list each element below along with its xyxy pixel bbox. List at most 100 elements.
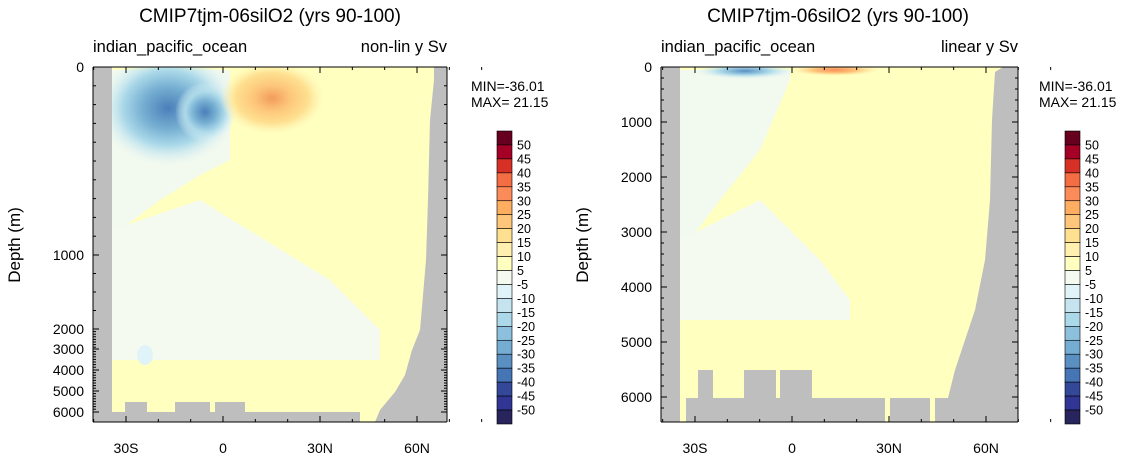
plot-area-right bbox=[661, 67, 1018, 422]
colorbar-swatch bbox=[496, 395, 513, 411]
colorbar-label: 45 bbox=[1085, 152, 1099, 166]
y-tick-label: 1000 bbox=[621, 114, 652, 130]
colorbar-swatch bbox=[1064, 242, 1081, 257]
y-tick-label: 3000 bbox=[621, 224, 652, 240]
land-east-right bbox=[948, 67, 1018, 398]
y-tick-label: 6000 bbox=[53, 404, 84, 420]
colorbar-label: -35 bbox=[517, 362, 535, 376]
y-tick-label: 0 bbox=[644, 59, 652, 75]
min-text-right: MIN=-36.01 bbox=[1039, 78, 1113, 94]
colorbar-label: -20 bbox=[1085, 320, 1103, 334]
colorbar-label: -25 bbox=[517, 334, 535, 348]
negative-cell-core-left bbox=[175, 82, 235, 142]
colorbar-label: 45 bbox=[517, 152, 531, 166]
colorbar-label: -50 bbox=[1085, 404, 1103, 418]
seafloor-left bbox=[112, 402, 360, 422]
colorbar-label: -5 bbox=[1085, 278, 1096, 292]
positive-cell-right bbox=[790, 67, 880, 76]
y-tick-label: 2000 bbox=[621, 169, 652, 185]
colorbar-swatch bbox=[1064, 270, 1081, 285]
colorbar-swatch bbox=[496, 284, 513, 299]
x-tick-label: 30S bbox=[683, 440, 708, 456]
panel-right: CMIP7tjm-06silO2 (yrs 90-100) indian_pac… bbox=[573, 6, 1117, 456]
colorbar-label: 35 bbox=[1085, 180, 1099, 194]
colorbar-label: -40 bbox=[517, 376, 535, 390]
colorbar-swatch bbox=[1064, 214, 1081, 229]
colorbar-swatch bbox=[496, 144, 513, 160]
colorbar-label: -10 bbox=[1085, 292, 1103, 306]
wash-negative-upper-right bbox=[680, 70, 790, 260]
y-axis-label-right: Depth (m) bbox=[573, 207, 592, 283]
colorbar-swatch bbox=[1064, 381, 1081, 397]
y-axis-left: 0 1000 2000 3000 4000 5000 6000 Depth (m… bbox=[5, 59, 448, 423]
colorbar-swatch bbox=[1064, 172, 1081, 188]
colorbar-swatch bbox=[1064, 298, 1081, 313]
colorbar-swatch bbox=[496, 256, 513, 271]
negative-blob-deep-left bbox=[137, 345, 153, 365]
colorbar-swatch bbox=[496, 326, 513, 341]
panel-left: CMIP7tjm-06silO2 (yrs 90-100) indian_pac… bbox=[5, 6, 549, 456]
y-tick-label: 4000 bbox=[621, 279, 652, 295]
colorbar-label: -50 bbox=[517, 404, 535, 418]
colorbar-swatch bbox=[1064, 200, 1081, 216]
colorbar-label: 20 bbox=[1085, 222, 1099, 236]
y-tick-label: 3000 bbox=[53, 341, 84, 357]
colorbar-label: -5 bbox=[517, 278, 528, 292]
colorbar-right: 5045403530252015105-5-10-15-20-25-30-35-… bbox=[1064, 130, 1103, 425]
y-tick-label: 6000 bbox=[621, 389, 652, 405]
colorbar-label: -25 bbox=[1085, 334, 1103, 348]
colorbar-label: 50 bbox=[517, 138, 531, 152]
colorbar-label: -15 bbox=[517, 306, 535, 320]
colorbar-swatch bbox=[496, 242, 513, 257]
colorbar-swatch bbox=[496, 172, 513, 188]
x-axis-left: 30S 0 30N 60N bbox=[93, 67, 483, 456]
colorbar-left: 5045403530252015105-5-10-15-20-25-30-35-… bbox=[496, 130, 535, 425]
colorbar-swatch bbox=[1064, 312, 1081, 327]
colorbar-label: -45 bbox=[517, 390, 535, 404]
colorbar-label: 15 bbox=[517, 236, 531, 250]
colorbar-swatch bbox=[496, 381, 513, 397]
x-tick-label: 0 bbox=[219, 440, 227, 456]
colorbar-swatch bbox=[1064, 228, 1081, 243]
colorbar-label: -30 bbox=[1085, 348, 1103, 362]
x-tick-label: 0 bbox=[788, 440, 796, 456]
colorbar-label: -15 bbox=[1085, 306, 1103, 320]
colorbar-swatch bbox=[1064, 339, 1081, 355]
colorbar-swatch bbox=[1064, 395, 1081, 411]
colorbar-swatch bbox=[496, 214, 513, 229]
colorbar-label: -35 bbox=[1085, 362, 1103, 376]
wash-negative-deep-left bbox=[112, 200, 380, 360]
colorbar-swatch bbox=[496, 158, 513, 174]
wash-negative-deep-right bbox=[680, 200, 850, 320]
colorbar-swatch bbox=[496, 130, 513, 146]
colorbar-label: 30 bbox=[1085, 194, 1099, 208]
colorbar-swatch bbox=[496, 186, 513, 202]
colorbar-swatch bbox=[1064, 353, 1081, 369]
colorbar-swatch bbox=[496, 312, 513, 327]
colorbar-swatch bbox=[1064, 130, 1081, 146]
colorbar-label: 5 bbox=[517, 264, 524, 278]
colorbar-label: 25 bbox=[517, 208, 531, 222]
colorbar-label: 25 bbox=[1085, 208, 1099, 222]
y-axis-label-left: Depth (m) bbox=[5, 207, 24, 283]
colorbar-label: 20 bbox=[517, 222, 531, 236]
negative-cell-right bbox=[695, 67, 795, 79]
x-tick-label: 30N bbox=[876, 440, 902, 456]
x-tick-label: 60N bbox=[404, 440, 430, 456]
colorbar-label: -30 bbox=[517, 348, 535, 362]
colorbar-swatch bbox=[1064, 144, 1081, 160]
colorbar-label: 10 bbox=[1085, 250, 1099, 264]
max-text-left: MAX= 21.15 bbox=[471, 94, 549, 110]
land-west-right bbox=[661, 67, 680, 422]
land-west-left bbox=[93, 67, 112, 422]
region-label-left: indian_pacific_ocean bbox=[93, 38, 247, 56]
y-tick-label: 5000 bbox=[53, 383, 84, 399]
scale-label-right: linear y Sv bbox=[941, 38, 1019, 56]
colorbar-swatch bbox=[1064, 409, 1081, 425]
colorbar-label: 15 bbox=[1085, 236, 1099, 250]
land-east-left bbox=[375, 67, 447, 422]
colorbar-swatch bbox=[496, 270, 513, 285]
colorbar-label: 40 bbox=[1085, 166, 1099, 180]
colorbar-label: -10 bbox=[517, 292, 535, 306]
